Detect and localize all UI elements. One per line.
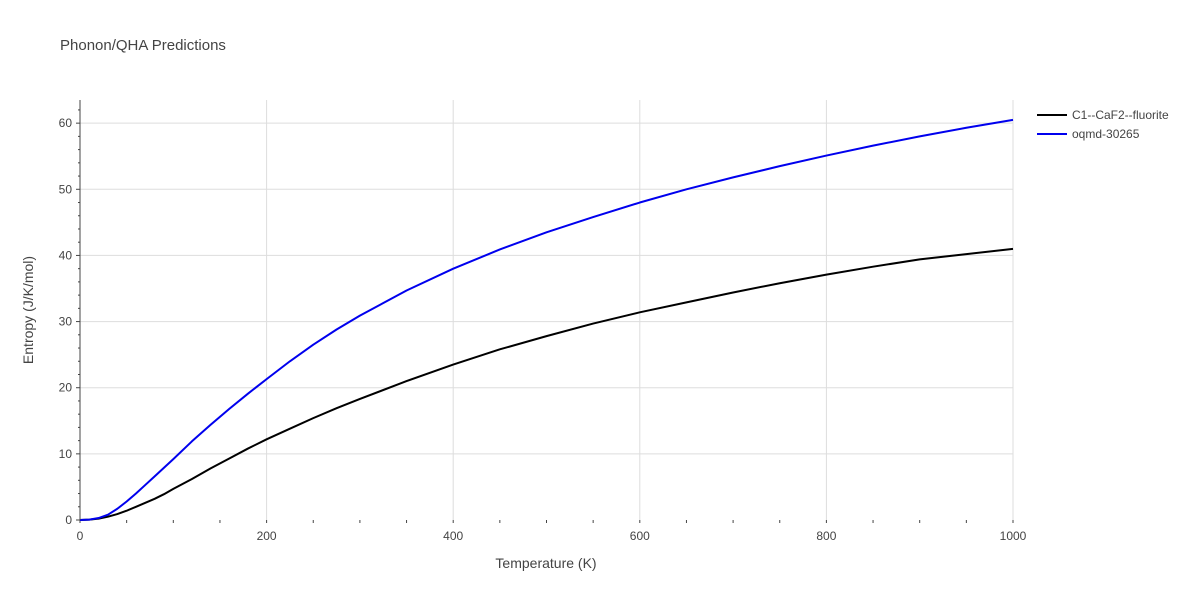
y-tick-label: 50 [59, 182, 73, 196]
legend-item-1[interactable]: C1--CaF2--fluorite [1037, 108, 1169, 122]
x-tick-label: 400 [443, 529, 463, 543]
x-tick-label: 800 [816, 529, 836, 543]
x-tick-label: 0 [77, 529, 84, 543]
x-tick-label: 600 [630, 529, 650, 543]
y-tick-label: 20 [59, 381, 73, 395]
legend-item-2[interactable]: oqmd-30265 [1037, 127, 1140, 141]
series-line-1[interactable] [79, 247, 1014, 521]
y-tick-label: 0 [65, 513, 72, 527]
x-axis-title: Temperature (K) [495, 555, 596, 571]
x-tick-label: 200 [257, 529, 277, 543]
legend-label: C1--CaF2--fluorite [1072, 108, 1169, 122]
tick-labels: 0 200 400 600 800 1000 0 10 20 30 40 50 60 [59, 109, 1027, 543]
series-lines [79, 118, 1014, 521]
series-line-2[interactable] [79, 118, 1014, 521]
y-tick-label: 60 [59, 116, 73, 130]
y-tick-label: 40 [59, 248, 73, 262]
gridlines [80, 100, 1014, 520]
y-axis-title: Entropy (J/K/mol) [20, 256, 36, 364]
legend-label: oqmd-30265 [1072, 127, 1140, 141]
legend[interactable]: C1--CaF2--fluorite oqmd-30265 [1037, 108, 1169, 141]
y-tick-label: 10 [59, 447, 73, 461]
chart-title: Phonon/QHA Predictions [60, 37, 226, 54]
x-tick-label: 1000 [1000, 529, 1027, 543]
y-tick-label: 30 [59, 315, 73, 329]
